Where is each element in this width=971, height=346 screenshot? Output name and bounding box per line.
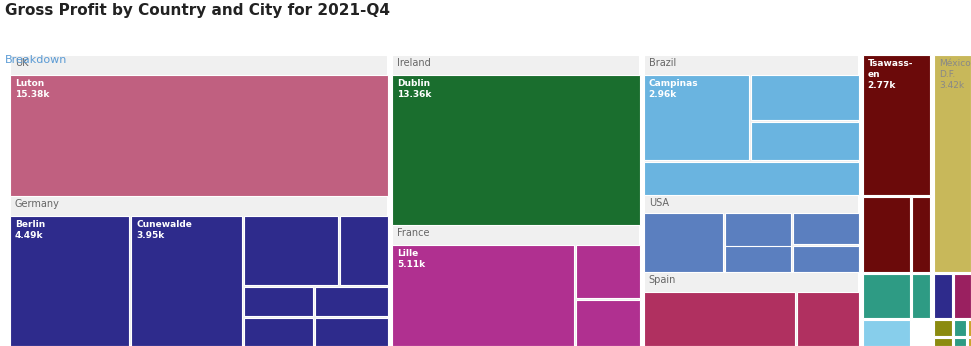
Text: Campinas
2.96k: Campinas 2.96k [649, 79, 698, 99]
Text: Tsawass-
en
2.77k: Tsawass- en 2.77k [867, 59, 913, 90]
Bar [752, 122, 858, 160]
Bar [131, 216, 242, 346]
Bar [934, 338, 953, 346]
Bar [913, 274, 930, 318]
Text: Cunewalde
3.95k: Cunewalde 3.95k [136, 220, 192, 240]
Text: México
D.F.
3.42k: México D.F. 3.42k [939, 59, 971, 90]
Bar [10, 55, 388, 196]
Bar [862, 320, 911, 346]
Text: Ireland: Ireland [397, 58, 431, 68]
Bar [934, 55, 971, 272]
Bar [576, 300, 640, 346]
Text: Breakdown: Breakdown [5, 55, 67, 65]
Bar [316, 287, 388, 316]
Text: Lille
5.11k: Lille 5.11k [397, 249, 425, 269]
Bar [862, 197, 911, 272]
Bar [576, 245, 640, 298]
Bar [968, 320, 971, 336]
Bar [644, 55, 858, 195]
Text: Brazil: Brazil [649, 58, 676, 68]
Bar [862, 274, 911, 318]
Bar [644, 292, 795, 346]
Bar [954, 338, 966, 346]
Bar [862, 55, 930, 195]
Text: France: France [397, 228, 429, 238]
Bar [244, 216, 338, 285]
Bar [10, 196, 388, 346]
Bar [644, 213, 723, 272]
Bar [954, 274, 971, 318]
Bar [10, 216, 129, 346]
Bar [968, 338, 971, 346]
Text: Berlin
4.49k: Berlin 4.49k [15, 220, 46, 240]
Bar [797, 292, 858, 346]
Bar [913, 197, 930, 272]
Bar [244, 318, 314, 346]
Text: Dublin
13.36k: Dublin 13.36k [397, 79, 431, 99]
Bar [392, 75, 640, 225]
Bar [644, 272, 858, 346]
Bar [392, 55, 640, 225]
Bar [954, 320, 966, 336]
Text: Gross Profit by Country and City for 2021-Q4: Gross Profit by Country and City for 202… [5, 3, 389, 18]
Bar [392, 245, 574, 346]
Bar [725, 246, 791, 272]
Bar [644, 195, 858, 272]
Text: UK: UK [15, 58, 28, 68]
Text: Luton
15.38k: Luton 15.38k [15, 79, 50, 99]
Bar [244, 287, 314, 316]
Bar [644, 162, 858, 195]
Text: Germany: Germany [15, 199, 60, 209]
Bar [644, 75, 750, 160]
Bar [934, 320, 953, 336]
Bar [752, 75, 858, 120]
Bar [793, 246, 858, 272]
Text: USA: USA [649, 198, 669, 208]
Text: Spain: Spain [649, 275, 676, 285]
Bar [10, 75, 388, 196]
Bar [725, 213, 791, 272]
Bar [934, 274, 953, 318]
Bar [316, 318, 388, 346]
Bar [793, 213, 858, 244]
Bar [392, 225, 640, 346]
Bar [340, 216, 388, 285]
